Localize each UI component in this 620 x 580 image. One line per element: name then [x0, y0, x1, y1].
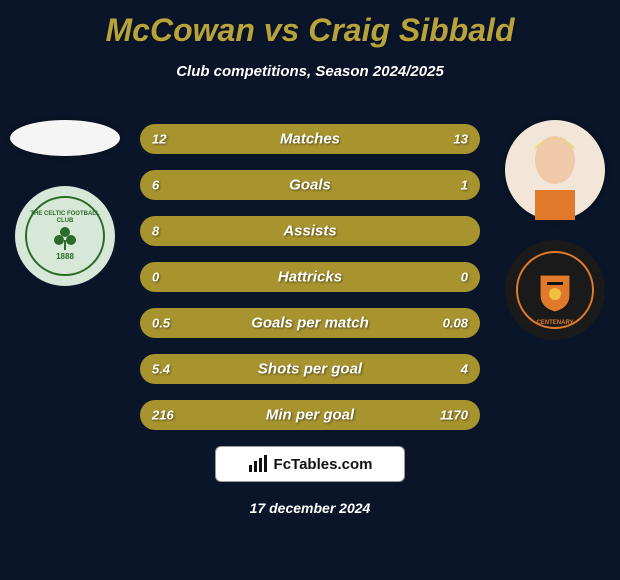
- stat-bar-right-value: 1170: [440, 408, 468, 423]
- stat-bar-row: Hattricks0 0: [140, 262, 480, 292]
- stat-bar-left-value: 0: [152, 270, 159, 285]
- stat-bar-row: Min per goal216 1170: [140, 400, 480, 430]
- stat-bar-row: Goals6 1: [140, 170, 480, 200]
- date-text: 17 december 2024: [0, 500, 620, 516]
- stat-bar-right-value: 0: [461, 270, 468, 285]
- stat-bar-label: Goals per match: [140, 315, 480, 332]
- club-left-badge: THE CELTIC FOOTBALL CLUB 1888: [15, 186, 115, 286]
- stat-bar-left-value: 216: [152, 408, 174, 423]
- stat-bar-left-value: 8: [152, 224, 159, 239]
- brand-text: FcTables.com: [274, 456, 373, 473]
- stat-bar-label: Matches: [140, 131, 480, 148]
- page-title: McCowan vs Craig Sibbald: [0, 12, 620, 49]
- stat-bar-right-value: 13: [454, 132, 468, 147]
- stat-bar-left-value: 0.5: [152, 316, 170, 331]
- stat-bar-label: Assists: [140, 223, 480, 240]
- stat-bar-label: Shots per goal: [140, 361, 480, 378]
- stat-bar-left-value: 12: [152, 132, 166, 147]
- celtic-crest: THE CELTIC FOOTBALL CLUB 1888: [25, 196, 105, 276]
- stat-bars: Matches12 13 Goals6 1 Assists8 Hattricks0 0 Goa…: [140, 124, 480, 446]
- stat-bar-label: Goals: [140, 177, 480, 194]
- stat-bar-right-value: 1: [461, 178, 468, 193]
- celtic-crest-year: 1888: [56, 252, 74, 261]
- svg-text:CENTENARY: CENTENARY: [536, 320, 573, 326]
- stat-bar-label: Hattricks: [140, 269, 480, 286]
- player-right-avatar: [505, 120, 605, 220]
- stat-bar-right-value: 4: [461, 362, 468, 377]
- player-silhouette-icon: [505, 120, 605, 220]
- stat-bar-label: Min per goal: [140, 407, 480, 424]
- stat-bar-row: Matches12 13: [140, 124, 480, 154]
- stat-bar-left-value: 5.4: [152, 362, 170, 377]
- clover-icon: [51, 224, 79, 252]
- brand-badge: FcTables.com: [215, 446, 405, 482]
- dundee-crest: CENTENARY: [515, 250, 595, 330]
- stat-bar-row: Goals per match0.5 0.08: [140, 308, 480, 338]
- stat-bar-left-value: 6: [152, 178, 159, 193]
- player-left-avatar: [10, 120, 120, 156]
- stat-bar-row: Shots per goal5.4 4: [140, 354, 480, 384]
- right-player-column: CENTENARY: [490, 120, 620, 340]
- club-right-badge: CENTENARY: [505, 240, 605, 340]
- stat-bar-right-value: 0.08: [443, 316, 468, 331]
- subtitle: Club competitions, Season 2024/2025: [0, 63, 620, 80]
- left-player-column: THE CELTIC FOOTBALL CLUB 1888: [0, 120, 130, 286]
- celtic-crest-text-top: THE CELTIC FOOTBALL CLUB: [27, 211, 103, 224]
- comparison-infographic: McCowan vs Craig Sibbald Club competitio…: [0, 0, 620, 580]
- stat-bar-row: Assists8: [140, 216, 480, 246]
- bar-chart-icon: [248, 455, 268, 473]
- dundee-shield-icon: CENTENARY: [515, 250, 595, 330]
